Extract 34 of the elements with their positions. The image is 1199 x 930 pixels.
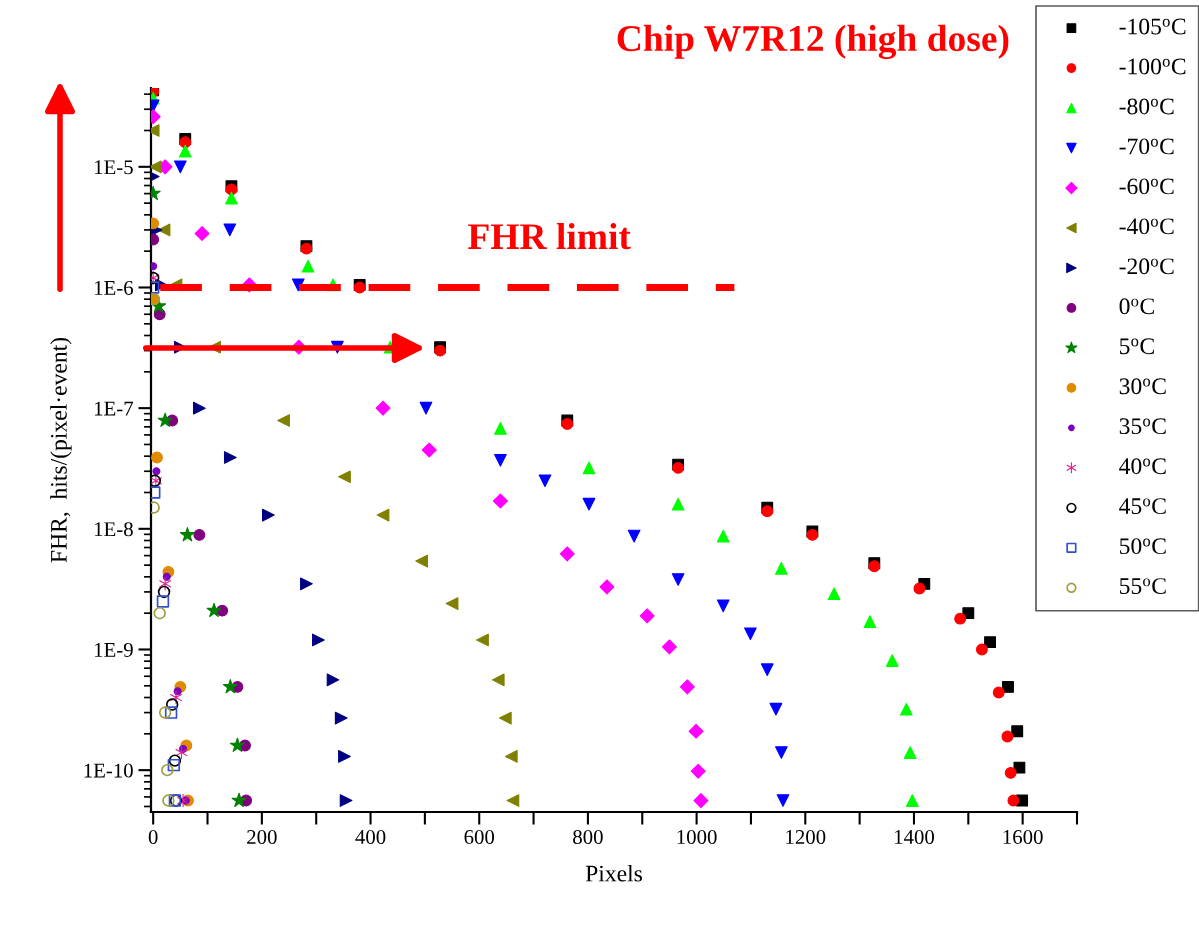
legend-label: 45$^{o}$C	[1119, 498, 1166, 515]
legend-label: 40$^{o}$C	[1119, 458, 1166, 475]
legend-label: -40$^{o}$C	[1119, 218, 1174, 235]
legend-label: 30$^{o}$C	[1119, 378, 1166, 395]
legend-label: 55$^{o}$C	[1120, 578, 1166, 594]
chart-title: Chip W7R12 (high dose)	[617, 24, 1009, 60]
legend-label: -20$^{o}$C	[1119, 258, 1174, 275]
y-tick-label: 1E-5	[94, 160, 133, 175]
x-tick-label: 800	[573, 829, 603, 845]
legend-label: -105$^{o}$C	[1119, 18, 1186, 35]
x-tick-label: 1400	[894, 829, 935, 845]
legend-label: 35$^{o}$C	[1119, 418, 1166, 435]
legend-label: 5$^{o}$C	[1120, 338, 1154, 355]
legend-label: -100$^{o}$C	[1119, 58, 1186, 75]
x-tick-label: 1200	[786, 829, 826, 845]
legend-label: -80$^{o}$C	[1119, 98, 1174, 115]
x-tick-label: 1600	[1003, 829, 1043, 845]
legend-label: -70$^{o}$C	[1119, 138, 1174, 155]
x-tick-label: 0	[148, 829, 158, 845]
y-tick-label: 1E-6	[94, 280, 134, 295]
legend-label: -60$^{o}$C	[1119, 178, 1174, 195]
y-tick-label: 1E-10	[84, 763, 133, 778]
x-tick-label: 200	[247, 829, 277, 845]
ref-line-label: FHR limit	[468, 222, 631, 250]
x-tick-label: 600	[464, 829, 495, 845]
legend-label: 0$^{o}$C	[1119, 298, 1154, 315]
x-axis-title: Pixels	[585, 864, 643, 882]
y-tick-label: 1E-8	[94, 522, 133, 537]
y-tick-label: 1E-9	[94, 642, 133, 657]
y-axis-title: FHR, hits/(pixel·event)	[50, 337, 72, 563]
y-tick-label: 1E-7	[94, 401, 134, 416]
x-tick-label: 1000	[677, 829, 717, 845]
legend-label: 50$^{o}$C	[1120, 538, 1166, 555]
x-tick-label: 400	[355, 829, 386, 845]
